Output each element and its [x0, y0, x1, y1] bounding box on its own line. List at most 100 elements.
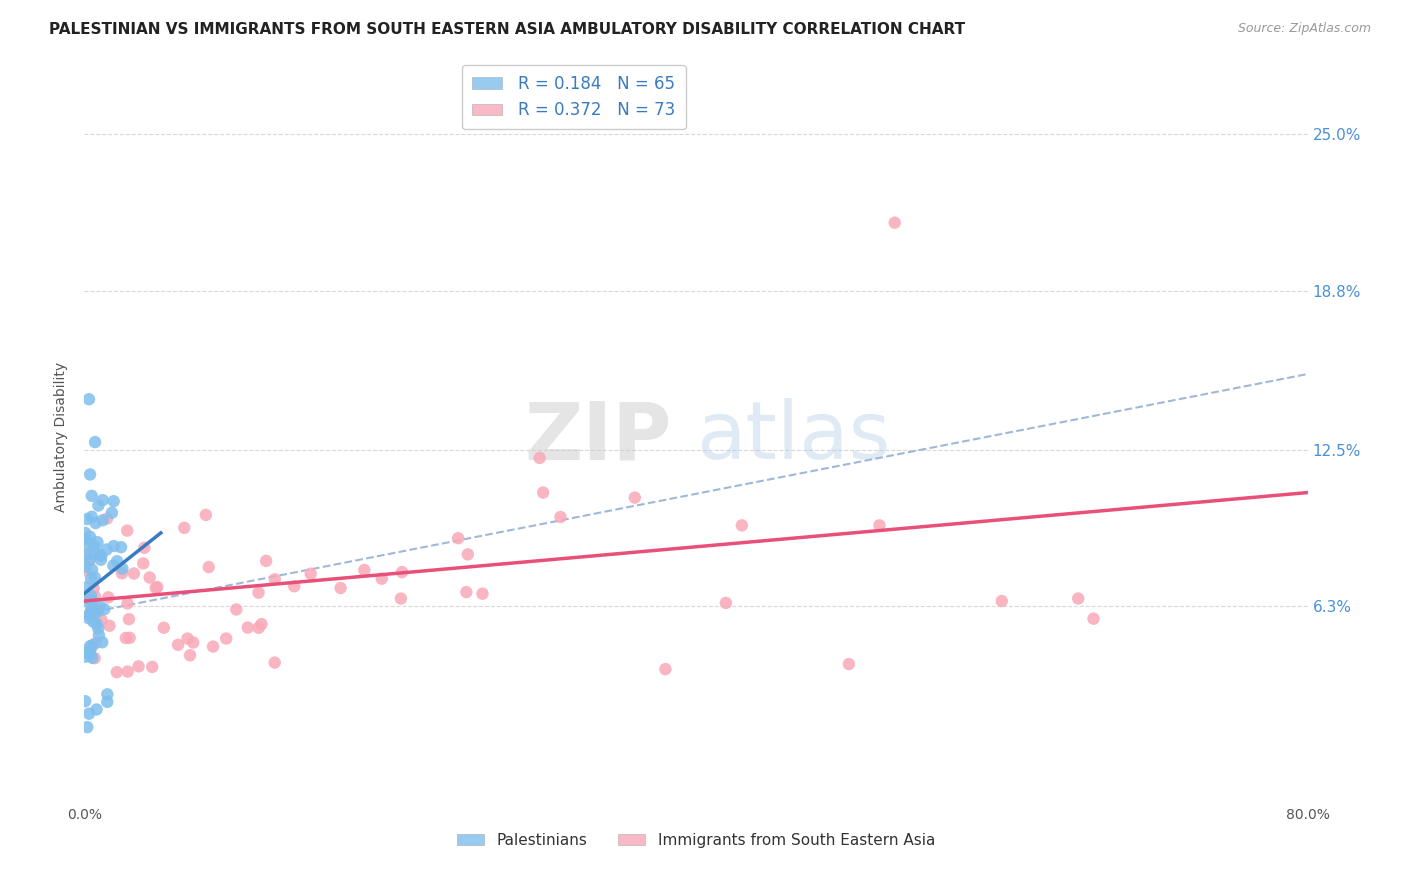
- Text: Source: ZipAtlas.com: Source: ZipAtlas.com: [1237, 22, 1371, 36]
- Point: [869, 518, 891, 533]
- Point: [96, 511, 118, 525]
- Point: [77, 706, 100, 721]
- Point: [176, 632, 198, 646]
- Point: [111, 566, 134, 581]
- Point: [101, 506, 124, 520]
- Point: [118, 631, 141, 645]
- Point: [247, 621, 270, 635]
- Point: [75, 547, 97, 561]
- Point: [87, 604, 110, 618]
- Point: [353, 563, 375, 577]
- Point: [254, 554, 277, 568]
- Point: [263, 572, 285, 586]
- Point: [89, 548, 111, 562]
- Point: [84, 435, 107, 450]
- Point: [75, 559, 97, 574]
- Point: [117, 665, 139, 679]
- Point: [118, 612, 141, 626]
- Point: [97, 591, 120, 605]
- Point: [83, 651, 105, 665]
- Point: [103, 558, 125, 573]
- Point: [329, 581, 352, 595]
- Point: [714, 596, 737, 610]
- Point: [96, 695, 118, 709]
- Point: [134, 541, 156, 555]
- Point: [145, 581, 167, 595]
- Point: [75, 525, 97, 540]
- Point: [115, 631, 138, 645]
- Point: [456, 585, 478, 599]
- Point: [80, 572, 103, 586]
- Point: [84, 590, 107, 604]
- Point: [75, 580, 97, 594]
- Point: [391, 565, 413, 579]
- Point: [79, 553, 101, 567]
- Point: [79, 607, 101, 622]
- Point: [838, 657, 860, 671]
- Point: [250, 617, 273, 632]
- Point: [79, 530, 101, 544]
- Point: [82, 602, 104, 616]
- Point: [96, 542, 118, 557]
- Point: [117, 596, 139, 610]
- Point: [80, 589, 103, 603]
- Point: [197, 560, 219, 574]
- Legend: Palestinians, Immigrants from South Eastern Asia: Palestinians, Immigrants from South East…: [451, 827, 941, 854]
- Point: [87, 622, 110, 636]
- Point: [76, 720, 98, 734]
- Point: [98, 618, 121, 632]
- Point: [654, 662, 676, 676]
- Point: [105, 665, 128, 680]
- Point: [389, 591, 412, 606]
- Point: [624, 491, 647, 505]
- Point: [82, 638, 104, 652]
- Point: [173, 521, 195, 535]
- Point: [132, 557, 155, 571]
- Point: [84, 636, 107, 650]
- Point: [471, 587, 494, 601]
- Point: [215, 632, 238, 646]
- Point: [89, 547, 111, 561]
- Point: [179, 648, 201, 663]
- Point: [77, 536, 100, 550]
- Point: [1067, 591, 1090, 606]
- Point: [87, 628, 110, 642]
- Point: [103, 539, 125, 553]
- Point: [82, 651, 104, 665]
- Point: [236, 621, 259, 635]
- Point: [75, 694, 97, 708]
- Y-axis label: Ambulatory Disability: Ambulatory Disability: [55, 362, 69, 512]
- Point: [86, 617, 108, 632]
- Point: [91, 513, 114, 527]
- Point: [1083, 612, 1105, 626]
- Point: [247, 585, 270, 599]
- Point: [883, 216, 905, 230]
- Point: [80, 602, 103, 616]
- Point: [91, 635, 114, 649]
- Point: [77, 607, 100, 622]
- Point: [83, 582, 105, 596]
- Point: [77, 392, 100, 407]
- Point: [299, 566, 322, 581]
- Point: [86, 535, 108, 549]
- Point: [76, 512, 98, 526]
- Point: [80, 593, 103, 607]
- Point: [84, 605, 107, 619]
- Point: [80, 563, 103, 577]
- Point: [93, 602, 115, 616]
- Point: [79, 647, 101, 661]
- Point: [111, 562, 134, 576]
- Point: [194, 508, 217, 522]
- Point: [91, 493, 114, 508]
- Point: [80, 509, 103, 524]
- Point: [76, 547, 98, 561]
- Text: atlas: atlas: [696, 398, 890, 476]
- Point: [153, 621, 176, 635]
- Point: [122, 566, 145, 581]
- Point: [80, 489, 103, 503]
- Point: [82, 547, 104, 561]
- Point: [82, 615, 104, 629]
- Point: [75, 564, 97, 578]
- Point: [86, 601, 108, 615]
- Point: [90, 613, 112, 627]
